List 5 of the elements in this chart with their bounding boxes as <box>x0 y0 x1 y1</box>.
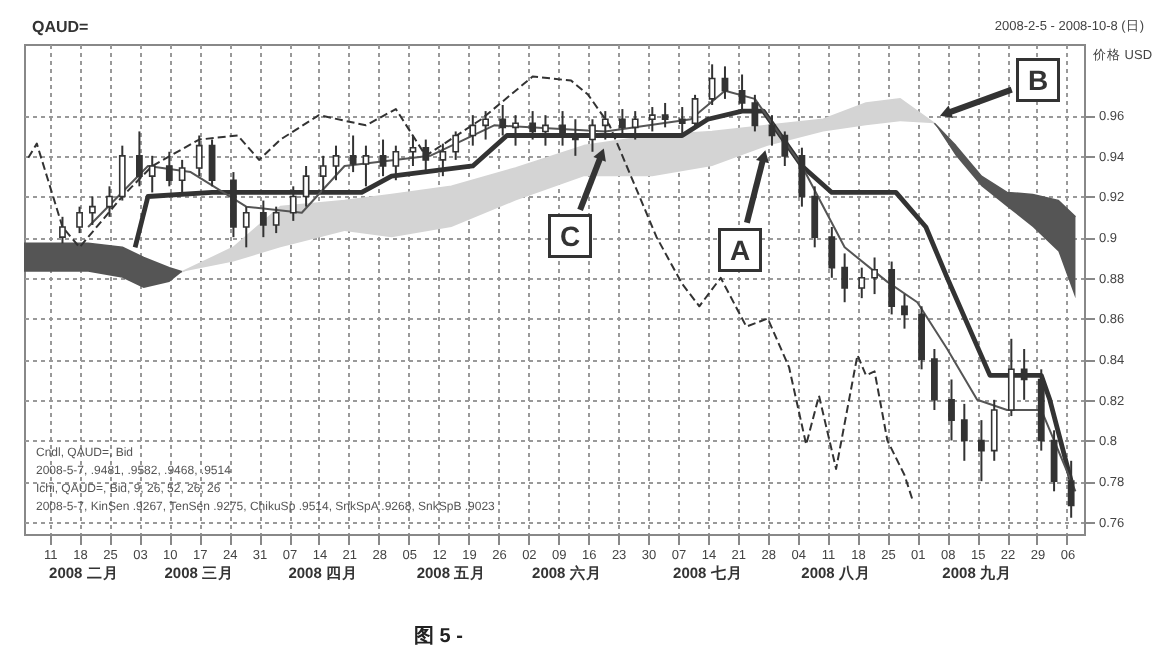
chart-title: QAUD= <box>32 18 90 36</box>
annotation: A <box>729 234 751 266</box>
annotation: C <box>559 220 581 252</box>
annotation: B <box>1027 64 1049 96</box>
caption: 图 5 - <box>414 626 463 648</box>
